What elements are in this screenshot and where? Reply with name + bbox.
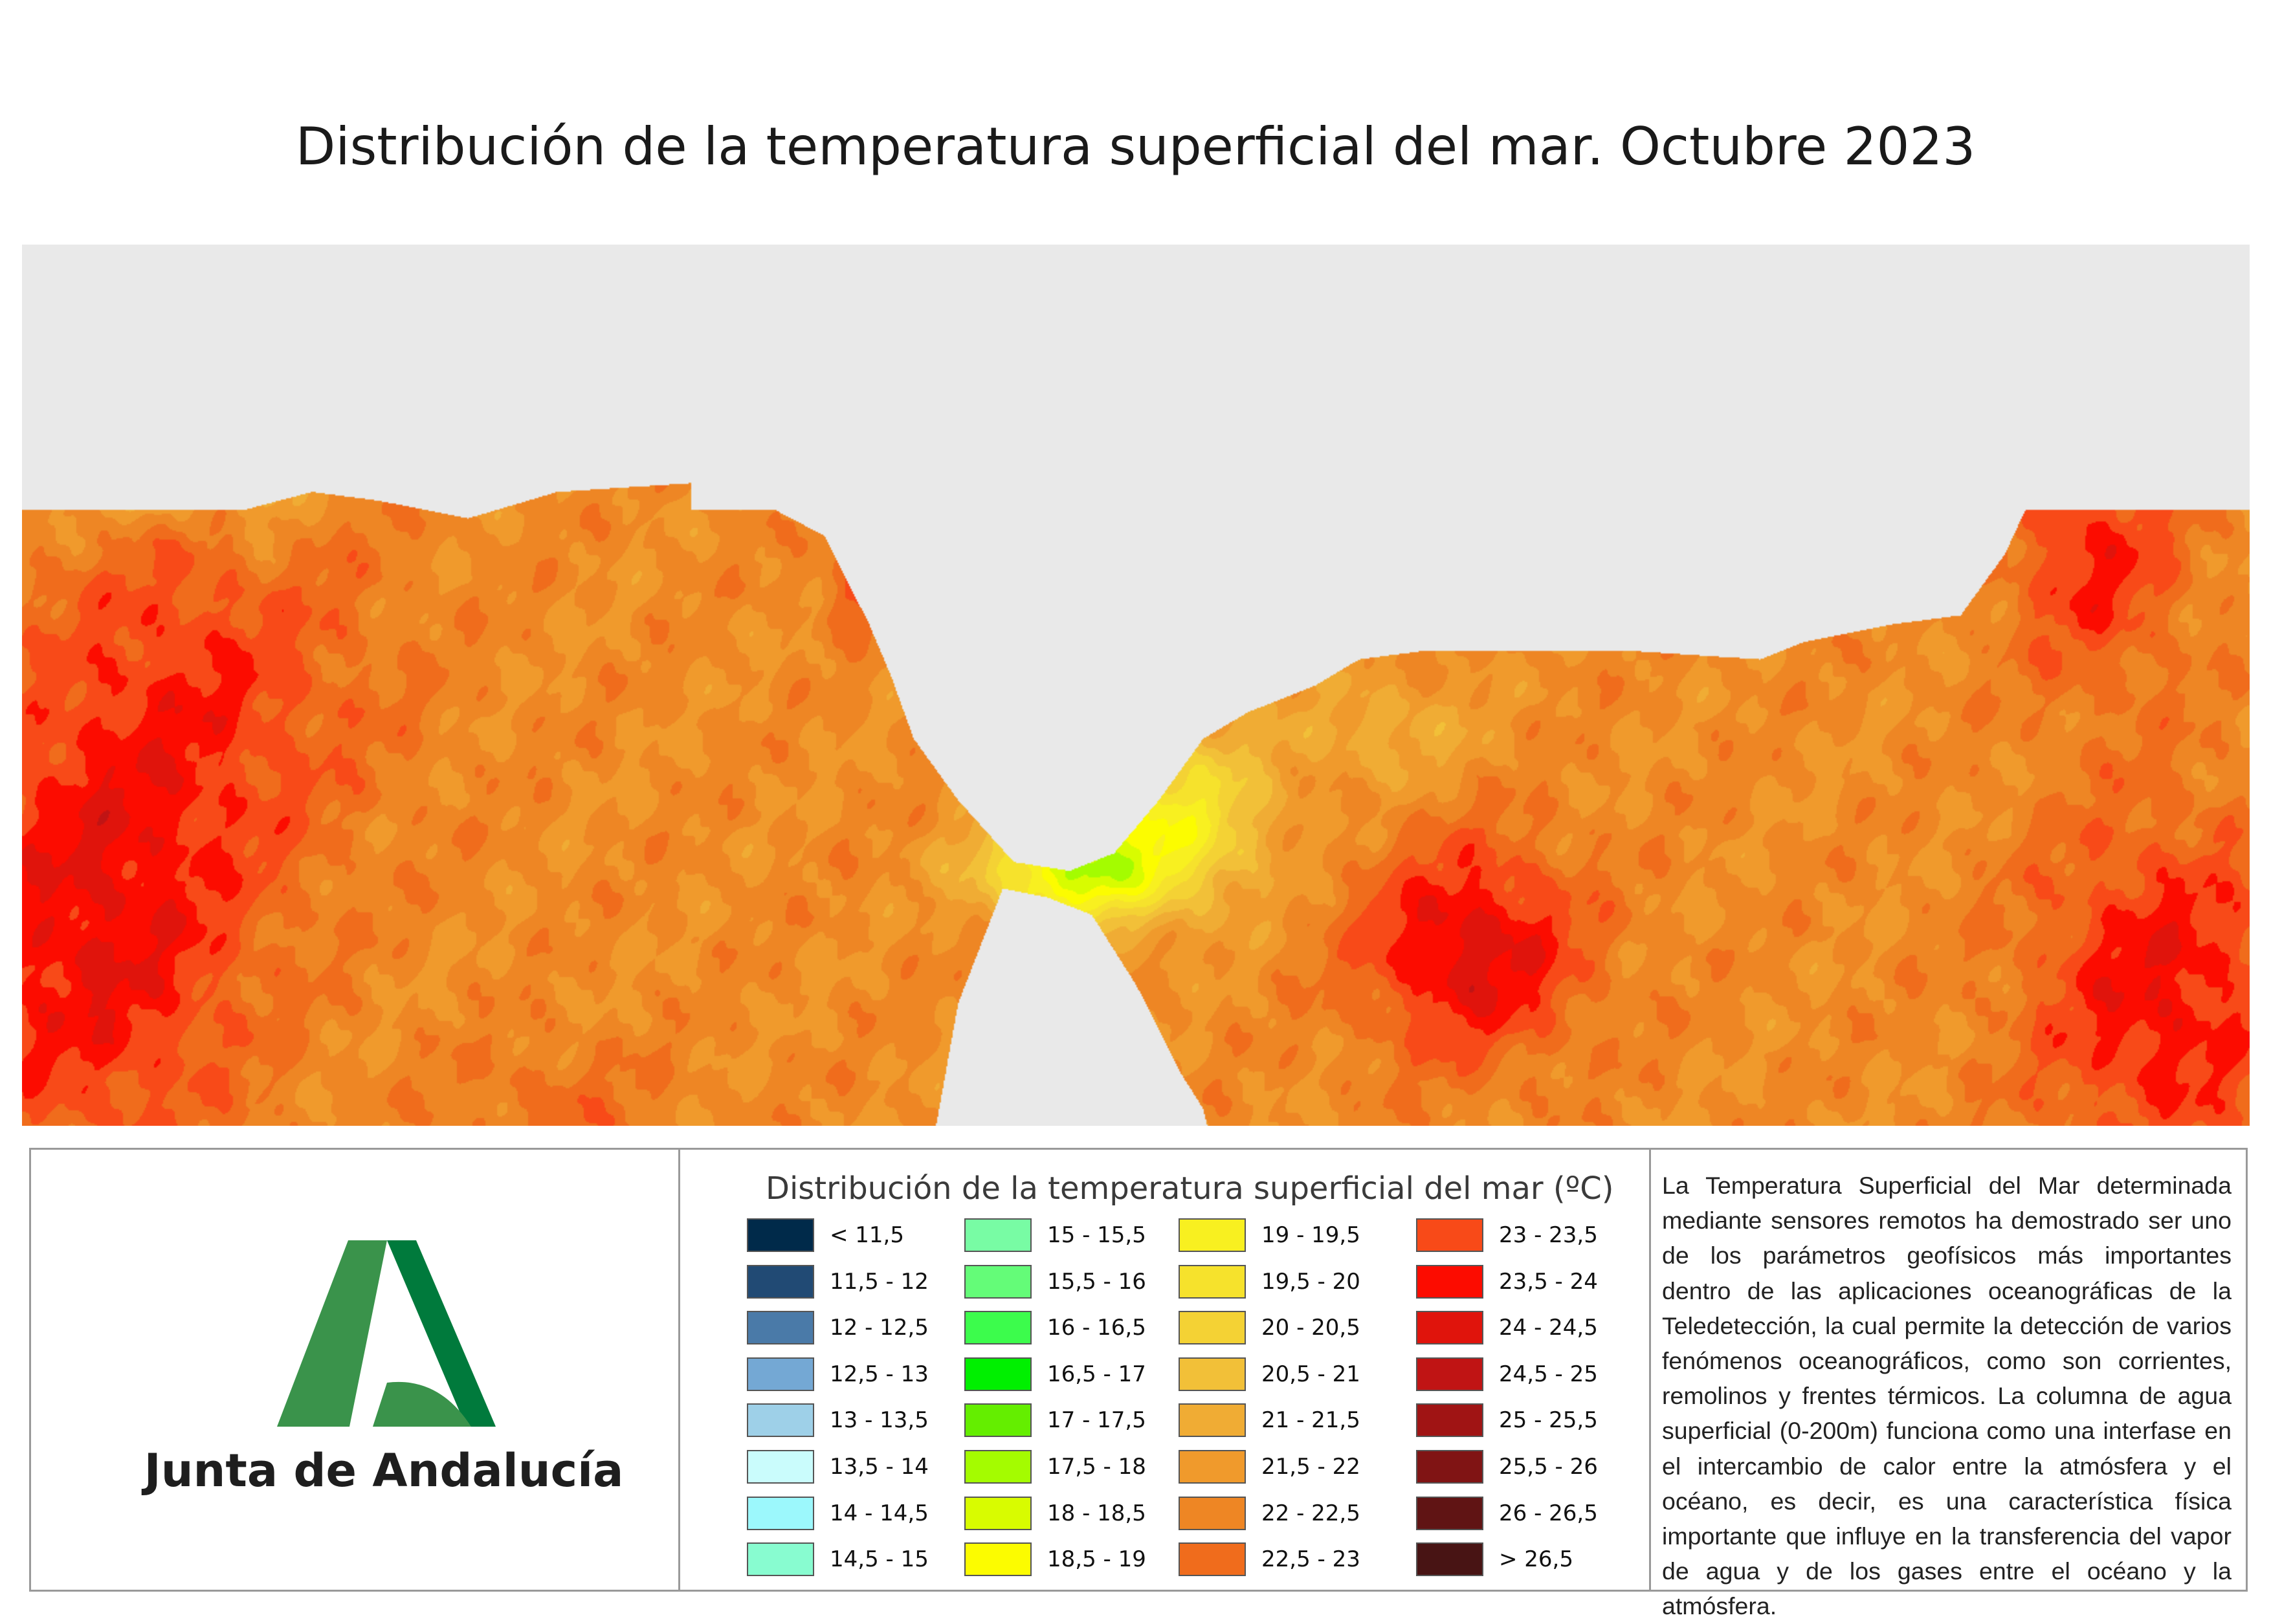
legend-swatch bbox=[747, 1542, 814, 1577]
logo-area: Junta de Andalucía bbox=[31, 1150, 678, 1590]
legend-label: 12,5 - 13 bbox=[830, 1361, 929, 1387]
legend-label: 26 - 26,5 bbox=[1499, 1500, 1598, 1526]
legend-swatch bbox=[747, 1264, 814, 1299]
description-text: La Temperatura Superficial del Mar deter… bbox=[1662, 1172, 2232, 1620]
legend-swatch bbox=[1416, 1218, 1483, 1252]
legend-label: 19 - 19,5 bbox=[1261, 1222, 1360, 1248]
legend-title: Distribución de la temperatura superfici… bbox=[766, 1170, 1614, 1207]
legend-label: 12 - 12,5 bbox=[830, 1315, 929, 1341]
legend-label: 17 - 17,5 bbox=[1047, 1407, 1146, 1434]
legend-label: 11,5 - 12 bbox=[830, 1268, 929, 1295]
legend-label: < 11,5 bbox=[830, 1222, 904, 1248]
legend-swatch bbox=[1416, 1403, 1483, 1438]
legend-swatch bbox=[1179, 1542, 1246, 1577]
legend-swatch bbox=[964, 1496, 1032, 1530]
legend-label: 21 - 21,5 bbox=[1261, 1407, 1360, 1434]
legend-label: 18,5 - 19 bbox=[1047, 1546, 1146, 1573]
legend-label: 22 - 22,5 bbox=[1261, 1500, 1360, 1526]
legend-label: 13,5 - 14 bbox=[830, 1454, 929, 1480]
legend-label: 16,5 - 17 bbox=[1047, 1361, 1146, 1387]
legend-label: 13 - 13,5 bbox=[830, 1407, 929, 1434]
legend-swatch bbox=[1179, 1403, 1246, 1438]
legend-label: 17,5 - 18 bbox=[1047, 1454, 1146, 1480]
legend-label: 25,5 - 26 bbox=[1499, 1454, 1598, 1480]
legend-swatch bbox=[964, 1403, 1032, 1438]
legend-label: 20,5 - 21 bbox=[1261, 1361, 1360, 1387]
organization-name: Junta de Andalucía bbox=[144, 1444, 624, 1497]
legend-swatch bbox=[1179, 1450, 1246, 1484]
legend-swatch bbox=[1416, 1357, 1483, 1391]
legend-swatch bbox=[964, 1218, 1032, 1252]
legend-label: 18 - 18,5 bbox=[1047, 1500, 1146, 1526]
legend-swatch bbox=[1416, 1496, 1483, 1530]
legend-label: 25 - 25,5 bbox=[1499, 1407, 1598, 1434]
legend-swatch bbox=[964, 1542, 1032, 1577]
map-title: Distribución de la temperatura superfici… bbox=[295, 116, 1976, 177]
legend-swatch bbox=[1416, 1450, 1483, 1484]
legend-swatch bbox=[747, 1218, 814, 1252]
legend-label: 15,5 - 16 bbox=[1047, 1268, 1146, 1295]
legend-swatch bbox=[1179, 1264, 1246, 1299]
legend-swatch bbox=[1416, 1542, 1483, 1577]
legend-swatch bbox=[964, 1357, 1032, 1391]
legend-label: 19,5 - 20 bbox=[1261, 1268, 1360, 1295]
legend-label: > 26,5 bbox=[1499, 1546, 1573, 1573]
legend-swatch bbox=[1179, 1311, 1246, 1345]
legend-swatch bbox=[1179, 1496, 1246, 1530]
legend-swatch bbox=[747, 1403, 814, 1438]
legend-panel: Junta de Andalucía Distribución de la te… bbox=[29, 1148, 2248, 1619]
legend-swatch bbox=[964, 1311, 1032, 1345]
panel-divider bbox=[1649, 1150, 1651, 1590]
legend-label: 21,5 - 22 bbox=[1261, 1454, 1360, 1480]
legend-label: 24 - 24,5 bbox=[1499, 1315, 1598, 1341]
legend-swatch bbox=[747, 1496, 814, 1530]
legend-label: 15 - 15,5 bbox=[1047, 1222, 1146, 1248]
andalucia-emblem-icon bbox=[277, 1240, 496, 1427]
legend-swatch bbox=[747, 1450, 814, 1484]
panel-divider bbox=[678, 1150, 680, 1590]
legend-swatch bbox=[1416, 1264, 1483, 1299]
legend-label: 24,5 - 25 bbox=[1499, 1361, 1598, 1387]
legend-swatch bbox=[1179, 1218, 1246, 1252]
legend-swatch bbox=[747, 1357, 814, 1391]
legend-label: 20 - 20,5 bbox=[1261, 1315, 1360, 1341]
legend-swatch bbox=[747, 1311, 814, 1345]
legend-label: 22,5 - 23 bbox=[1261, 1546, 1360, 1573]
legend-label: 14,5 - 15 bbox=[830, 1546, 929, 1573]
legend-swatch bbox=[964, 1450, 1032, 1484]
legend-swatch bbox=[1179, 1357, 1246, 1391]
legend-swatch bbox=[964, 1264, 1032, 1299]
legend-swatch bbox=[1416, 1311, 1483, 1345]
legend-label: 23 - 23,5 bbox=[1499, 1222, 1598, 1248]
legend-label: 23,5 - 24 bbox=[1499, 1268, 1598, 1295]
legend-label: 14 - 14,5 bbox=[830, 1500, 929, 1526]
legend-label: 16 - 16,5 bbox=[1047, 1315, 1146, 1341]
sea-surface-temperature-map bbox=[22, 245, 2250, 1126]
